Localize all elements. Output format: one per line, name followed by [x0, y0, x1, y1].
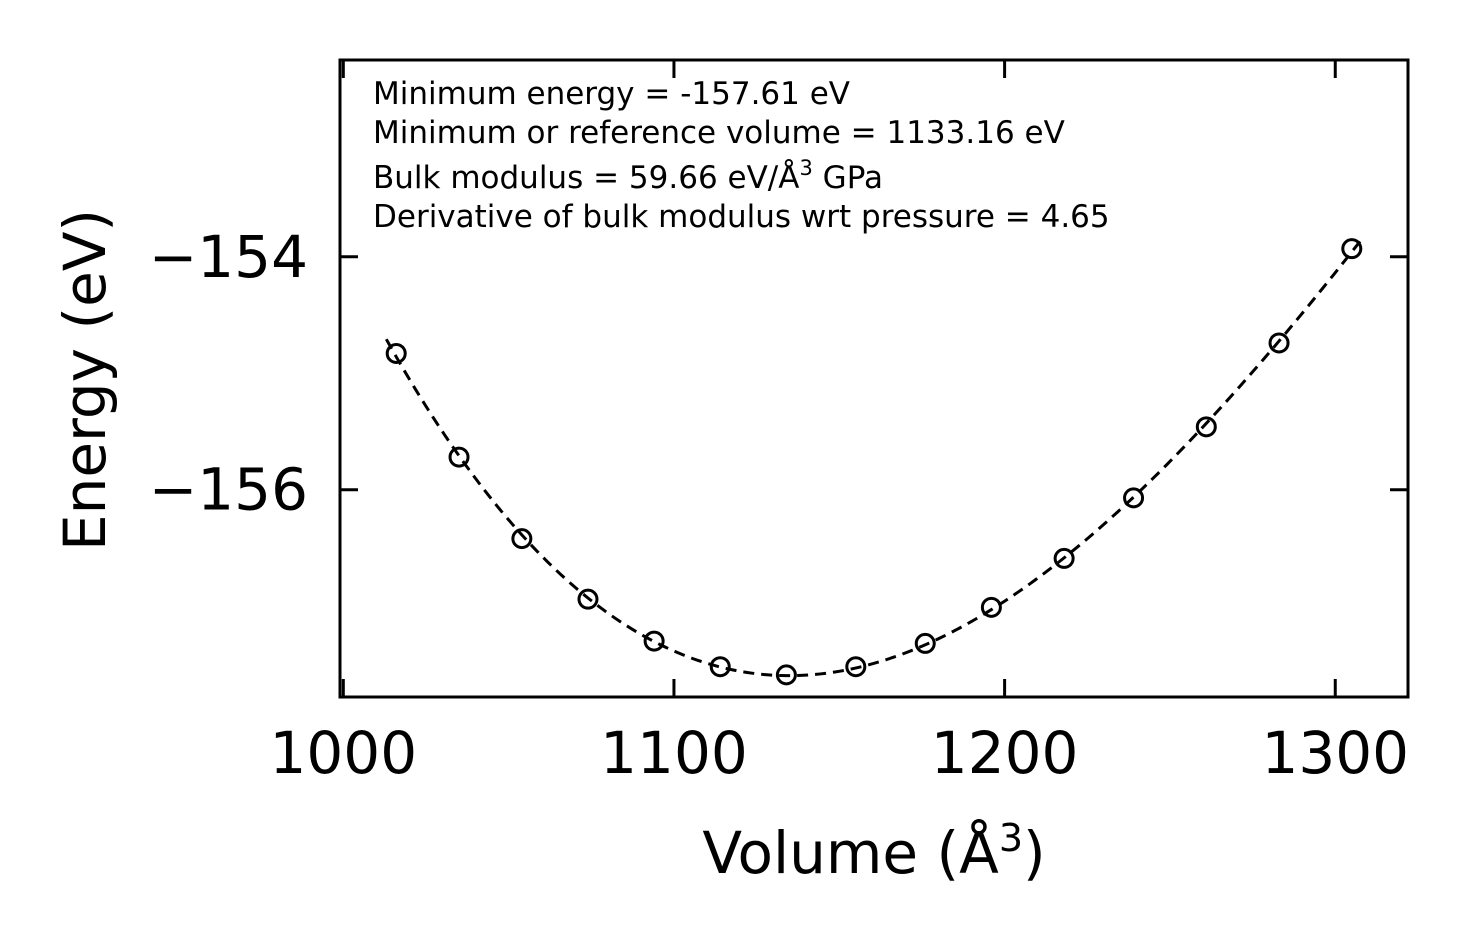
x-tick-label: 1300	[1261, 719, 1409, 787]
data-point	[775, 664, 797, 686]
annotation-min-volume: Minimum or reference volume = 1133.16 eV	[373, 115, 1065, 151]
data-point	[511, 528, 533, 550]
axis-ticks	[340, 60, 1408, 697]
x-tick-label: 1100	[600, 719, 748, 787]
data-point	[709, 656, 731, 678]
x-tick-label: 1000	[270, 719, 418, 787]
annotation-bulk-modulus: Bulk modulus = 59.66 eV/Å3 GPa	[373, 156, 883, 196]
data-markers	[385, 238, 1363, 686]
data-point	[385, 342, 407, 364]
data-point	[1341, 238, 1363, 260]
y-tick-label: −156	[149, 456, 308, 524]
y-tick-label: −154	[149, 223, 308, 291]
data-point	[1268, 332, 1290, 354]
plot-frame	[338, 58, 1410, 699]
data-point	[643, 630, 665, 652]
x-tick-label: 1200	[931, 719, 1079, 787]
data-point	[980, 596, 1002, 618]
data-point	[914, 632, 936, 654]
data-point	[577, 588, 599, 610]
annotation-min-energy: Minimum energy = -157.61 eV	[373, 76, 850, 112]
tick-labels: 1000 1100 1200 1300 −154 −156	[149, 223, 1409, 787]
y-axis-label: Energy (eV)	[51, 209, 119, 551]
data-point	[845, 656, 867, 678]
annotation-bulk-derivative: Derivative of bulk modulus wrt pressure …	[373, 199, 1110, 235]
data-point	[1053, 547, 1075, 569]
fit-annotations: Minimum energy = -157.61 eV Minimum or r…	[373, 76, 1110, 235]
fit-curve	[384, 238, 1363, 678]
data-point	[1123, 487, 1145, 509]
x-axis-label: Volume (Å3)	[702, 816, 1045, 887]
data-point	[1195, 416, 1217, 438]
data-point	[448, 446, 470, 468]
